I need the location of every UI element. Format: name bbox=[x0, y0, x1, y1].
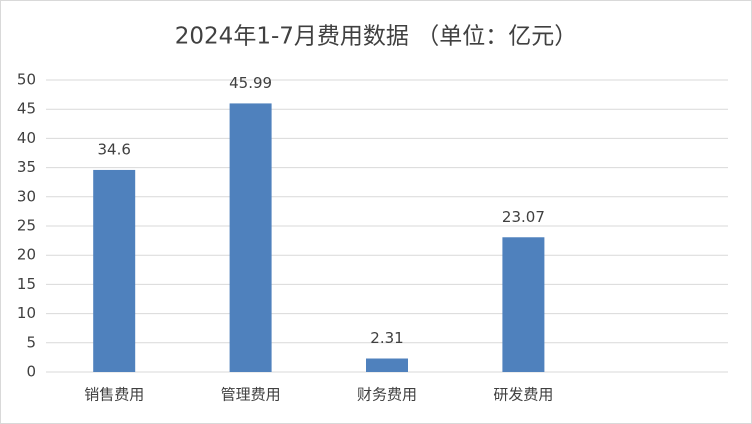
chart-title: 2024年1-7月费用数据 （单位：亿元） bbox=[175, 24, 577, 50]
y-tick-label: 15 bbox=[17, 275, 36, 293]
y-tick-label: 45 bbox=[17, 100, 36, 118]
y-tick-label: 40 bbox=[17, 129, 36, 147]
x-tick-label: 财务费用 bbox=[357, 386, 417, 404]
data-label: 23.07 bbox=[502, 208, 545, 226]
y-tick-label: 20 bbox=[17, 246, 36, 264]
data-label: 34.6 bbox=[97, 140, 130, 158]
x-tick-label: 管理费用 bbox=[221, 386, 281, 404]
y-tick-label: 0 bbox=[26, 363, 36, 381]
data-label: 45.99 bbox=[229, 74, 272, 92]
bar bbox=[366, 358, 408, 372]
y-tick-label: 5 bbox=[26, 333, 36, 351]
data-label: 2.31 bbox=[370, 329, 403, 347]
x-tick-label: 研发费用 bbox=[493, 386, 553, 404]
x-tick-label: 销售费用 bbox=[84, 386, 144, 404]
bar bbox=[229, 103, 272, 373]
y-tick-label: 25 bbox=[17, 217, 36, 235]
bar bbox=[93, 169, 136, 372]
y-tick-label: 35 bbox=[17, 158, 36, 176]
bar bbox=[502, 237, 545, 372]
y-tick-label: 10 bbox=[17, 304, 36, 322]
y-tick-label: 50 bbox=[17, 71, 36, 89]
y-tick-label: 30 bbox=[17, 187, 36, 205]
